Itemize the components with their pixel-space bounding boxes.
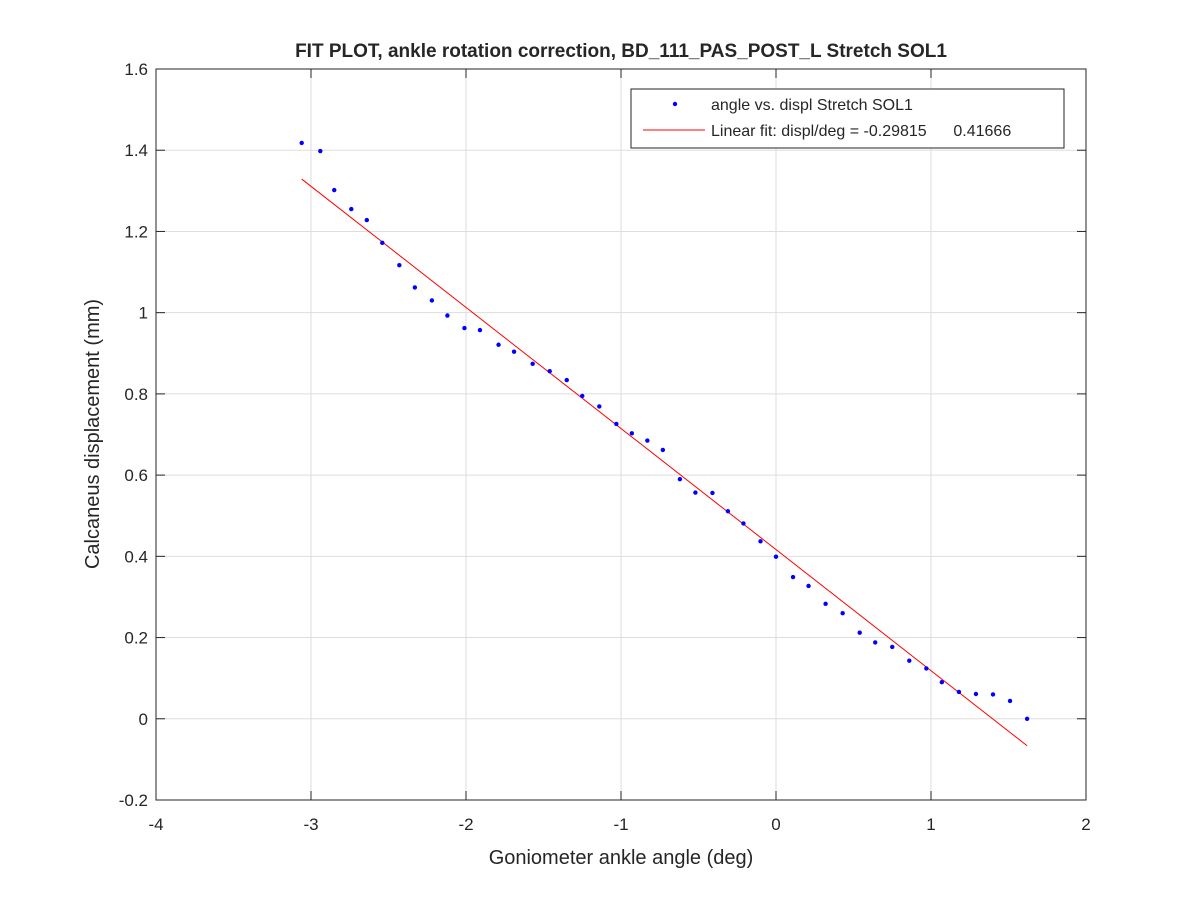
data-point bbox=[956, 689, 962, 695]
data-point bbox=[660, 447, 666, 453]
data-point bbox=[564, 377, 569, 383]
x-tick-labels: -4 -3 -2 -1 0 1 2 bbox=[148, 815, 1090, 834]
data-point bbox=[725, 509, 731, 514]
x-tick-label: 0 bbox=[771, 815, 780, 834]
legend-box bbox=[630, 88, 1065, 149]
data-point bbox=[349, 206, 354, 212]
data-point bbox=[823, 601, 828, 607]
data-point bbox=[939, 680, 945, 685]
data-point bbox=[496, 342, 501, 347]
data-point bbox=[857, 630, 862, 635]
data-point bbox=[990, 692, 996, 697]
legend-label-fit: Linear fit: displ/deg = -0.29815 0.41666 bbox=[711, 123, 1011, 140]
data-point bbox=[907, 658, 912, 663]
y-tick-label: 0.8 bbox=[124, 385, 148, 404]
data-point bbox=[973, 691, 979, 697]
data-points bbox=[299, 140, 1030, 721]
x-tick-label: 1 bbox=[926, 815, 935, 834]
y-tick-label: 1 bbox=[139, 304, 148, 323]
data-point bbox=[445, 313, 450, 318]
data-point bbox=[318, 148, 323, 154]
data-point bbox=[597, 404, 602, 409]
fit-line bbox=[301, 178, 1028, 747]
data-point bbox=[645, 438, 650, 443]
x-tick-label: -1 bbox=[613, 815, 628, 834]
data-point bbox=[547, 368, 552, 374]
data-point bbox=[412, 285, 418, 290]
x-tick-label: -4 bbox=[148, 815, 163, 834]
y-tick-label: 0.4 bbox=[124, 547, 148, 566]
y-tick-label: -0.2 bbox=[119, 791, 148, 810]
chart-title: FIT PLOT, ankle rotation correction, BD_… bbox=[295, 41, 947, 62]
y-tick-label: 1.4 bbox=[124, 141, 148, 160]
ticks bbox=[155, 68, 1087, 801]
grid bbox=[156, 69, 1086, 800]
data-point bbox=[840, 610, 845, 616]
x-tick-label: -2 bbox=[458, 815, 473, 834]
y-tick-label: 0.2 bbox=[124, 629, 148, 648]
data-point bbox=[890, 644, 895, 650]
data-point bbox=[710, 490, 715, 496]
data-point bbox=[1024, 716, 1030, 721]
data-point bbox=[462, 325, 467, 331]
y-tick-label: 1.2 bbox=[124, 222, 148, 241]
data-point bbox=[758, 539, 763, 544]
data-point bbox=[773, 554, 779, 559]
data-point bbox=[332, 187, 337, 193]
y-tick-label: 1.6 bbox=[124, 60, 148, 79]
data-point bbox=[530, 361, 535, 367]
data-point bbox=[580, 393, 585, 399]
data-point bbox=[924, 666, 929, 671]
data-point bbox=[629, 431, 635, 436]
legend-label-points: angle vs. displ Stretch SOL1 bbox=[711, 97, 913, 114]
y-axis-label: Calcaneus displacement (mm) bbox=[82, 299, 104, 569]
y-tick-label: 0.6 bbox=[124, 466, 148, 485]
legend: angle vs. displ Stretch SOL1 Linear fit:… bbox=[630, 88, 1065, 149]
data-point bbox=[873, 640, 878, 645]
x-tick-label: -3 bbox=[303, 815, 318, 834]
data-point bbox=[693, 490, 698, 495]
data-point bbox=[511, 349, 517, 354]
data-point bbox=[614, 421, 619, 427]
data-point bbox=[380, 240, 385, 246]
data-point bbox=[677, 476, 683, 482]
data-point bbox=[477, 327, 483, 333]
data-point bbox=[806, 583, 811, 589]
y-tick-label: 0 bbox=[139, 710, 148, 729]
fit-line-layer bbox=[301, 178, 1028, 747]
data-point bbox=[397, 262, 402, 268]
x-tick-label: 2 bbox=[1081, 815, 1090, 834]
data-point bbox=[741, 521, 746, 526]
data-point bbox=[299, 140, 304, 146]
legend-marker-points bbox=[672, 101, 678, 107]
y-tick-labels: -0.2 0 0.2 0.4 0.6 0.8 1 1.2 1.4 1.6 bbox=[119, 60, 148, 810]
data-point bbox=[790, 574, 796, 580]
data-point bbox=[429, 298, 435, 303]
x-axis-label: Goniometer ankle angle (deg) bbox=[489, 847, 754, 869]
data-point bbox=[1007, 698, 1013, 704]
data-point bbox=[364, 217, 369, 223]
